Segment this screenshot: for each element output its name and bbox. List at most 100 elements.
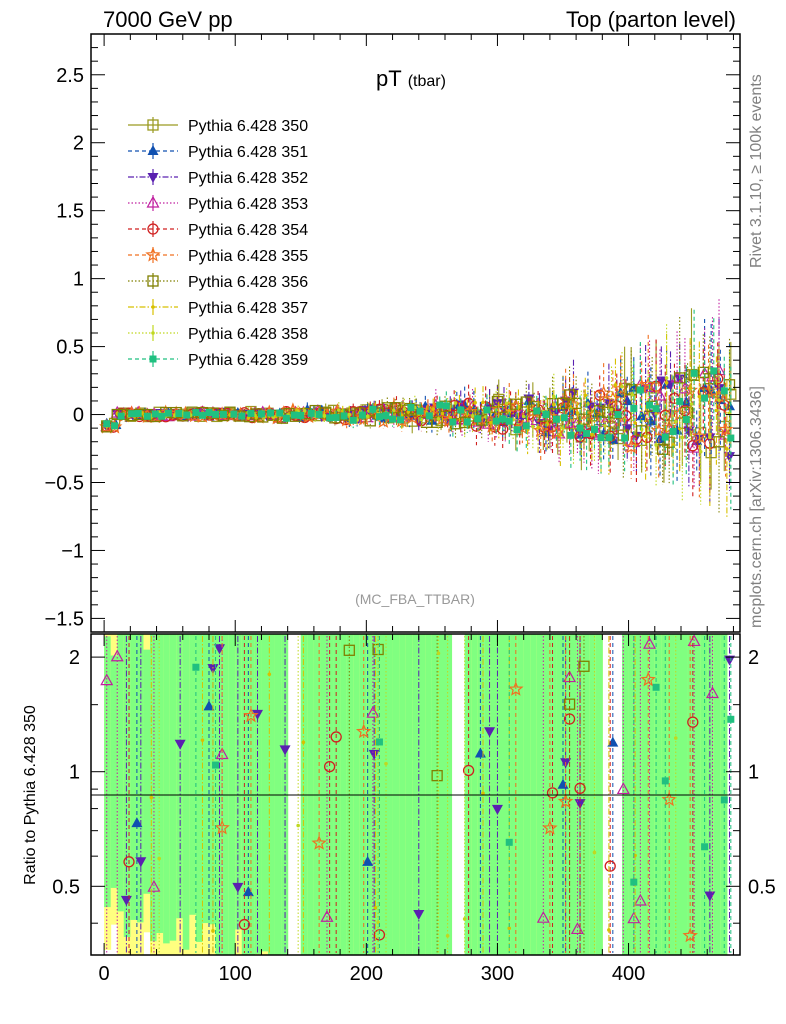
ratio-point xyxy=(238,918,251,931)
data-point xyxy=(349,416,357,424)
data-point xyxy=(708,435,712,440)
ratio-band-inner xyxy=(195,634,203,942)
data-point xyxy=(643,380,657,393)
ratio-point xyxy=(563,698,576,710)
data-point xyxy=(612,380,629,396)
legend-label: Pythia 6.428 359 xyxy=(188,352,308,369)
ratio-point xyxy=(720,796,728,804)
data-point xyxy=(158,412,166,420)
ratio-ytick-label: 2 xyxy=(69,647,80,669)
ratio-point xyxy=(279,745,291,756)
data-point xyxy=(630,404,638,412)
data-point xyxy=(597,434,605,442)
data-point xyxy=(257,410,265,418)
ratio-point xyxy=(436,651,441,656)
legend-entry: Pythia 6.428 358 xyxy=(128,325,308,343)
data-point xyxy=(620,384,624,389)
data-point xyxy=(714,408,719,413)
ratio-point xyxy=(724,655,736,666)
data-point xyxy=(636,425,648,437)
ratio-point xyxy=(652,683,660,691)
data-point xyxy=(532,422,549,438)
data-point xyxy=(583,393,588,398)
data-point xyxy=(712,373,724,385)
ratio-point xyxy=(701,843,709,851)
data-point xyxy=(661,433,669,441)
ratio-ytick-label-right: 2 xyxy=(748,647,759,669)
ratio-point xyxy=(682,927,699,943)
data-point xyxy=(552,394,556,399)
ratio-point xyxy=(174,739,186,750)
xtick-label: 400 xyxy=(612,963,645,985)
data-point xyxy=(230,410,238,418)
ratio-point xyxy=(640,671,656,687)
data-point xyxy=(604,390,621,406)
main-ytick-label: 1.5 xyxy=(56,201,84,223)
data-point xyxy=(654,443,658,447)
data-point xyxy=(392,408,396,413)
data-point xyxy=(448,415,453,420)
ratio-point xyxy=(311,835,327,850)
data-point xyxy=(491,401,507,417)
ratio-point xyxy=(413,909,425,920)
data-point xyxy=(680,435,685,440)
ratio-point xyxy=(200,738,205,742)
data-point xyxy=(474,415,482,423)
data-point xyxy=(609,407,614,412)
data-point xyxy=(698,449,703,454)
ratio-point xyxy=(368,749,380,760)
data-point xyxy=(246,416,251,420)
ratio-point xyxy=(157,856,161,861)
data-point xyxy=(442,402,450,410)
data-point xyxy=(337,408,341,412)
data-point xyxy=(117,412,125,420)
mcplots-label: mcplots.cern.ch [arXiv:1306.3436] xyxy=(748,386,765,628)
data-point xyxy=(192,409,200,417)
legend-label: Pythia 6.428 354 xyxy=(188,222,308,239)
data-point xyxy=(595,385,612,401)
data-point xyxy=(655,376,667,387)
data-point xyxy=(521,414,526,419)
main-ytick-label: −1 xyxy=(61,540,84,562)
legend-entry: Pythia 6.428 351 xyxy=(128,143,308,161)
data-point xyxy=(375,413,383,421)
ratio-point xyxy=(604,860,616,872)
data-point xyxy=(552,402,556,407)
legend-label: Pythia 6.428 356 xyxy=(188,274,308,291)
ratio-point xyxy=(343,644,355,656)
ratio-series-6 xyxy=(214,636,699,953)
data-point xyxy=(497,423,509,435)
ratio-point xyxy=(192,663,200,671)
legend-label: Pythia 6.428 353 xyxy=(188,196,308,213)
ratio-ytick-label: 0.5 xyxy=(52,876,80,898)
data-point xyxy=(676,397,684,405)
ratio-band-inner xyxy=(189,634,197,915)
ratio-point xyxy=(705,686,719,699)
ratio-point xyxy=(355,723,372,739)
data-point xyxy=(710,367,718,375)
data-point xyxy=(364,415,376,427)
ratio-band-inner xyxy=(163,634,171,944)
ratio-band-inner xyxy=(254,634,262,954)
data-point xyxy=(590,425,598,433)
data-point xyxy=(431,407,436,411)
data-point xyxy=(575,411,580,415)
data-point xyxy=(302,408,307,413)
legend-marker xyxy=(151,305,155,309)
data-point xyxy=(238,412,246,420)
xtick-label: 300 xyxy=(481,963,514,985)
ratio-point xyxy=(301,740,306,745)
data-point xyxy=(322,414,327,418)
series-10 xyxy=(103,309,735,510)
data-point xyxy=(583,429,591,437)
data-point xyxy=(717,421,734,437)
legend-entry: Pythia 6.428 353 xyxy=(128,195,308,213)
legend-entry: Pythia 6.428 352 xyxy=(128,169,308,187)
data-point xyxy=(463,418,471,426)
data-point xyxy=(151,410,159,418)
data-point xyxy=(505,417,513,425)
data-point xyxy=(567,431,575,439)
legend-marker xyxy=(147,173,159,183)
ratio-point xyxy=(232,882,244,893)
data-point xyxy=(697,394,702,399)
